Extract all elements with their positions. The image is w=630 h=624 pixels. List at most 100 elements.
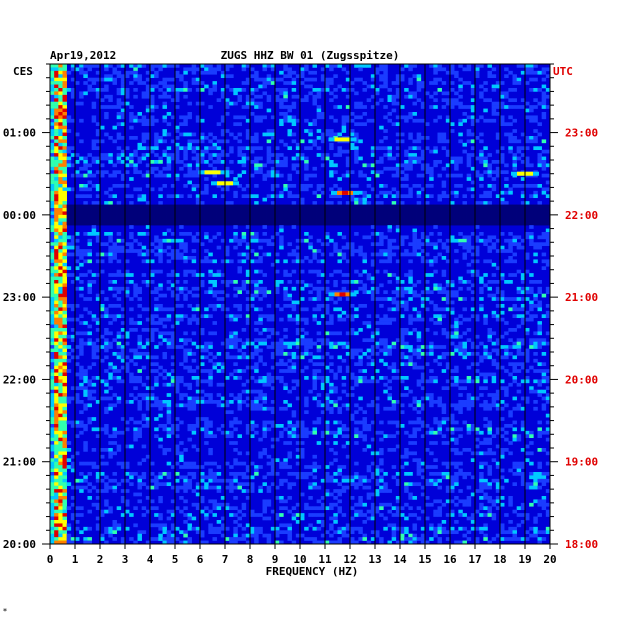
spectrogram-cell xyxy=(179,362,184,367)
spectrogram-cell xyxy=(345,88,351,92)
spectrogram-cell xyxy=(458,410,463,415)
spectrogram-cell xyxy=(329,410,334,415)
spectrogram-cell xyxy=(491,211,497,216)
spectrogram-cell xyxy=(175,153,180,157)
spectrogram-cell xyxy=(50,232,55,236)
spectrogram-cell xyxy=(175,321,180,325)
spectrogram-cell xyxy=(383,166,388,171)
spectrogram-cell xyxy=(145,204,151,209)
spectrogram-cell xyxy=(204,187,209,192)
spectrogram-cell xyxy=(475,352,480,356)
spectrogram-cell xyxy=(229,204,234,209)
spectrogram-cell xyxy=(245,204,251,209)
spectrogram-cell xyxy=(58,98,63,103)
spectrogram-cell xyxy=(62,204,67,209)
spectrogram-cell xyxy=(358,67,363,72)
spectrogram-cell xyxy=(183,331,188,336)
spectrogram-cell xyxy=(245,321,251,325)
spectrogram-cell xyxy=(62,139,67,144)
spectrogram-cell xyxy=(445,352,451,356)
spectrogram-cell xyxy=(233,280,238,284)
spectrogram-cell xyxy=(333,403,338,408)
spectrogram-cell xyxy=(166,245,172,250)
spectrogram-cell xyxy=(62,379,67,384)
spectrogram-cell xyxy=(412,242,417,247)
spectrogram-cell xyxy=(58,228,63,233)
spectrogram-cell xyxy=(354,184,359,188)
spectrogram-cell xyxy=(158,252,163,257)
spectrogram-cell xyxy=(283,269,288,274)
spectrogram-cell xyxy=(266,204,272,209)
spectrogram-cell xyxy=(516,156,522,161)
spectrogram-cell xyxy=(350,355,355,360)
spectrogram-cell xyxy=(500,146,505,151)
spectrogram-cell xyxy=(291,94,297,99)
spectrogram-cell xyxy=(529,204,534,209)
spectrogram-cell xyxy=(295,396,301,401)
spectrogram-cell xyxy=(83,406,88,411)
spectrogram-cell xyxy=(204,290,209,295)
spectrogram-cell xyxy=(508,190,513,195)
spectrogram-cell xyxy=(91,317,97,322)
spectrogram-cell xyxy=(112,70,117,75)
spectrogram-cell xyxy=(70,214,76,219)
spectrogram-cell xyxy=(429,184,434,188)
spectrogram-cell xyxy=(429,208,434,212)
spectrogram-cell xyxy=(541,232,547,236)
spectrogram-cell xyxy=(58,362,63,367)
spectrogram-cell xyxy=(354,218,359,223)
spectrogram-cell xyxy=(70,348,76,353)
spectrogram-cell xyxy=(337,232,342,236)
spectrogram-cell xyxy=(358,348,363,353)
spectrogram-cell xyxy=(266,221,272,226)
spectrogram-cell xyxy=(116,204,122,209)
spectrogram-cell xyxy=(175,156,180,161)
spectrogram-cell xyxy=(500,218,505,223)
spectrogram-cell xyxy=(483,108,488,113)
spectrogram-cell xyxy=(312,101,317,106)
spectrogram-cell xyxy=(320,341,326,346)
spectrogram-cell xyxy=(91,139,97,144)
spectrogram-cell xyxy=(141,280,147,284)
spectrogram-cell xyxy=(62,177,67,181)
spectrogram-cell xyxy=(329,314,334,319)
spectrogram-cell xyxy=(54,324,59,329)
spectrogram-cell xyxy=(400,194,405,199)
spectrogram-cell xyxy=(504,369,509,373)
spectrogram-cell xyxy=(50,352,55,356)
spectrogram-cell xyxy=(300,328,305,332)
spectrogram-cell xyxy=(533,259,538,264)
spectrogram-cell xyxy=(416,74,422,79)
spectrogram-cell xyxy=(100,396,105,401)
spectrogram-cell xyxy=(58,115,63,120)
spectrogram-cell xyxy=(120,184,126,188)
spectrogram-cell xyxy=(204,307,209,312)
spectrogram-cell xyxy=(150,94,155,99)
spectrogram-cell xyxy=(400,201,405,205)
spectrogram-cell xyxy=(62,194,67,199)
spectrogram-cell xyxy=(412,400,417,404)
spectrogram-cell xyxy=(350,218,355,223)
spectrogram-cell xyxy=(145,88,151,92)
spectrogram-cell xyxy=(129,242,134,247)
spectrogram-cell xyxy=(525,376,530,380)
spectrogram-cell xyxy=(395,166,401,171)
spectrogram-cell xyxy=(287,341,292,346)
spectrogram-cell xyxy=(412,118,417,123)
spectrogram-cell xyxy=(358,211,363,216)
spectrogram-cell xyxy=(516,352,522,356)
spectrogram-cell xyxy=(537,304,542,308)
spectrogram-cell xyxy=(483,81,488,85)
spectrogram-cell xyxy=(208,290,213,295)
spectrogram-cell xyxy=(379,317,384,322)
spectrogram-cell xyxy=(216,393,222,397)
spectrogram-cell xyxy=(179,242,184,247)
spectrogram-cell xyxy=(95,88,101,92)
spectrogram-cell xyxy=(187,142,192,147)
spectrogram-cell xyxy=(183,218,188,223)
spectrogram-cell xyxy=(54,163,59,168)
spectrogram-cell xyxy=(225,105,230,109)
spectrogram-cell xyxy=(254,238,259,243)
spectrogram-cell xyxy=(162,221,167,226)
spectrogram-cell xyxy=(137,218,142,223)
